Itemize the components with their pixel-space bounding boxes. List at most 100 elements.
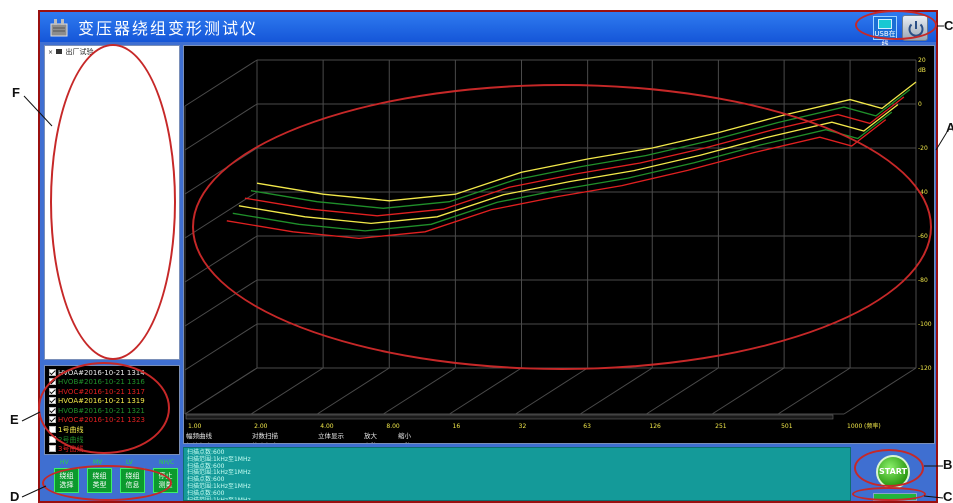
chart-info-label: 起始频率:1kHz xyxy=(186,441,231,443)
curve-list-item[interactable]: HVOC#2016-10-21 1323 xyxy=(49,416,145,425)
x-tick-label: 126 xyxy=(649,423,661,430)
transformer-logo-icon xyxy=(50,19,68,37)
usb-status-label: USB在线 xyxy=(874,30,896,48)
callout-label-c-top: C xyxy=(944,18,953,33)
x-tick-label: 2.00 xyxy=(254,423,268,430)
y-tick-label: -80 xyxy=(918,277,928,284)
measurement-log: 扫描点数:600 扫描范围:1kHz至1MHz 扫描点数:600 扫描范围:1kHz至… xyxy=(183,447,851,501)
y-unit-label: dB xyxy=(918,67,926,74)
grid-line xyxy=(316,367,390,415)
winding-select-button[interactable]: 绕组 选择 xyxy=(54,468,79,493)
curve-label: 2号曲线 xyxy=(58,435,84,444)
log-line: 扫描范围:1kHz至1MHz xyxy=(187,469,251,477)
curve-list-item[interactable]: HVOB#2016-10-21 1321 xyxy=(49,406,145,416)
grid-line xyxy=(250,367,324,415)
frequency-response-chart[interactable]: 20 0 -20 -40 -60 -80 -100 -120 dB 1.00 2.00 4.00 8.0… xyxy=(183,45,935,444)
y-tick-label: -100 xyxy=(918,321,932,328)
frequency-scroll-bar xyxy=(185,414,834,420)
test-tree-panel[interactable]: × 出厂试验 xyxy=(44,45,180,360)
response-curve-line xyxy=(256,81,917,202)
power-button[interactable] xyxy=(902,15,928,41)
response-curve-line xyxy=(226,119,887,240)
curve-label: HVOB#2016-10-21 1321 xyxy=(58,406,145,415)
log-line: 扫描点数:600 xyxy=(187,476,225,484)
grid-line xyxy=(777,367,851,415)
curve-label: HVOA#2016-10-21 1314 xyxy=(58,369,145,377)
curve-checkbox[interactable] xyxy=(49,387,56,395)
callout-label-e: E xyxy=(10,412,19,427)
curve-checkbox[interactable] xyxy=(49,435,56,443)
log-line: 扫描范围:1kHz至1MHz xyxy=(187,482,251,490)
curve-checkbox[interactable] xyxy=(49,416,56,423)
chart-info-label: 立体显示 xyxy=(318,431,345,440)
power-icon xyxy=(908,21,924,37)
grid-line xyxy=(646,367,719,415)
grid-line xyxy=(184,103,258,151)
winding-caption: LV xyxy=(126,459,133,466)
chart-canvas: 20 0 -20 -40 -60 -80 -100 -120 dB 1.00 2.00 4.00 8.0… xyxy=(184,57,932,443)
grid-line xyxy=(579,367,653,415)
grid-line xyxy=(184,323,258,371)
tree-root-node[interactable]: × 出厂试验 xyxy=(48,47,94,57)
curve-list-item[interactable]: HVOB#2016-10-21 1316 xyxy=(49,378,145,387)
callout-label-a: A xyxy=(946,120,953,135)
control-button-label: 绕组 xyxy=(59,472,74,480)
app-window: 变压器绕组变形测试仪 USB在线 × 出厂试验 HVOA#2016-10-21 … xyxy=(38,10,938,503)
callout-label-b: B xyxy=(943,457,953,472)
log-line: 扫描范围:1kHz至1MHz xyxy=(187,455,251,463)
curve-list-item[interactable]: HVOA#2016-10-21 1319 xyxy=(49,397,145,406)
progress-bar xyxy=(873,493,917,501)
grid-line xyxy=(711,367,785,415)
log-line: 扫描点数:600 xyxy=(187,462,225,470)
response-curve-line xyxy=(250,88,911,209)
grid-line xyxy=(184,279,258,327)
stop-measure-button[interactable]: 停止 测量 xyxy=(153,468,178,493)
control-button-label: 测量 xyxy=(158,481,173,489)
curve-list-item[interactable]: HVOC#2016-10-21 1317 xyxy=(49,387,145,397)
folder-icon xyxy=(56,49,63,54)
response-curve-line xyxy=(244,96,905,217)
y-tick-label: -20 xyxy=(918,145,928,152)
tree-expand-icon[interactable]: × xyxy=(48,49,54,56)
grid-line xyxy=(184,235,258,283)
control-button-label: 选择 xyxy=(59,481,74,489)
curve-checkbox[interactable] xyxy=(49,445,56,453)
curve-checkbox[interactable] xyxy=(49,426,56,434)
usb-status-button[interactable]: USB在线 xyxy=(873,16,897,48)
chart-info-label: 终止频率:1MHz xyxy=(252,441,299,443)
y-tick-label: 20 xyxy=(918,57,926,64)
curve-checkbox[interactable] xyxy=(49,397,56,405)
chart-info-label: 600 xyxy=(318,442,330,443)
curve-checkbox[interactable] xyxy=(49,378,56,386)
y-tick-label: -60 xyxy=(918,233,928,240)
x-unit-label: (频率) xyxy=(864,422,881,430)
curve-list-item[interactable]: HVOA#2016-10-21 1314 xyxy=(49,369,145,378)
curve-list-item[interactable]: 1号曲线 xyxy=(49,425,83,434)
callout-label-d: D xyxy=(10,489,20,503)
grid-line xyxy=(184,367,258,415)
control-button-label: 信息 xyxy=(125,481,140,489)
curve-label: HVOB#2016-10-21 1316 xyxy=(58,378,145,387)
y-tick-label: -40 xyxy=(918,189,928,196)
usb-icon xyxy=(878,19,892,29)
log-line: 扫描范围:1kHz至1MHz xyxy=(187,496,251,501)
x-tick-label: 1000 xyxy=(847,423,862,430)
winding-caption: MV xyxy=(93,459,103,466)
curve-checkbox[interactable] xyxy=(49,406,56,414)
winding-info-button[interactable]: 绕组 信息 xyxy=(120,468,145,493)
chart-info-label: 上移 xyxy=(364,441,378,443)
start-button[interactable]: START xyxy=(876,455,910,489)
grid-line xyxy=(184,59,258,107)
log-line: 扫描点数:600 xyxy=(187,449,225,456)
curve-list-item[interactable]: 3号曲线 xyxy=(49,444,83,453)
tree-root-label: 出厂试验 xyxy=(65,48,94,56)
chart-info-label: 对数扫描 xyxy=(252,431,279,440)
curve-label: HVOA#2016-10-21 1319 xyxy=(58,397,145,406)
curve-checkbox[interactable] xyxy=(49,369,56,376)
chart-info-label: 缩小 xyxy=(398,431,412,440)
curve-list[interactable]: HVOA#2016-10-21 1314 HVOB#2016-10-21 1316… xyxy=(44,365,180,455)
curve-list-item[interactable]: 2号曲线 xyxy=(49,435,83,444)
winding-type-button[interactable]: 绕组 类型 xyxy=(87,468,112,493)
chart-info-label: 下移 xyxy=(398,441,412,443)
x-tick-label: 501 xyxy=(781,423,793,430)
